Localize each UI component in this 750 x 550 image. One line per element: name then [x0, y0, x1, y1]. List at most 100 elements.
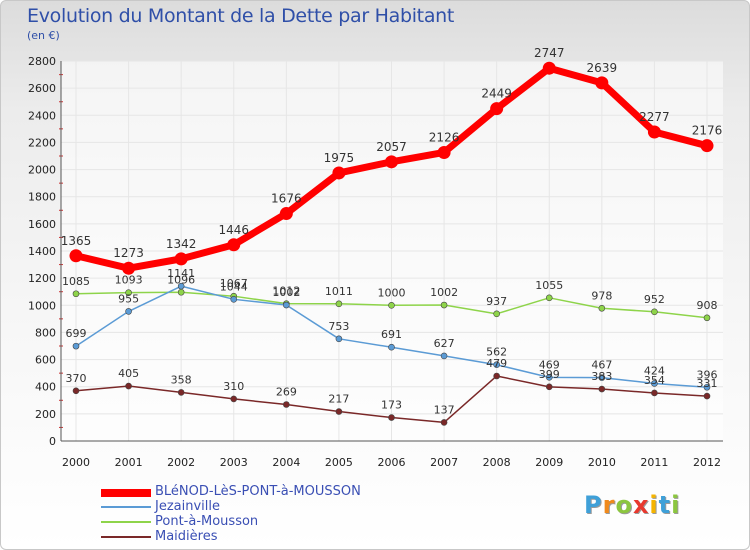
data-point-maidieres: [651, 389, 658, 397]
logo-letter: o: [615, 491, 633, 519]
data-label-pont-a-mousson: 1067: [220, 277, 248, 290]
data-label-maidieres: 269: [276, 385, 297, 398]
data-point-pont-a-mousson: [177, 288, 185, 296]
data-point-maidieres: [230, 395, 238, 403]
data-point-pont-a-mousson: [598, 304, 606, 312]
data-label-maidieres: 137: [434, 403, 455, 416]
data-point-blenod: [174, 252, 188, 266]
data-label-maidieres: 310: [223, 380, 244, 393]
data-point-maidieres: [440, 419, 448, 426]
data-point-pont-a-mousson: [125, 289, 132, 296]
logo-letter: t: [658, 491, 672, 519]
data-label-blenod: 2747: [534, 46, 565, 60]
y-tick-label: 800: [35, 326, 56, 339]
data-point-jezainville: [72, 342, 80, 350]
logo-letter: r: [602, 491, 616, 519]
x-tick-label: 2009: [535, 456, 563, 469]
data-point-maidieres: [493, 372, 500, 380]
data-point-blenod: [595, 76, 609, 90]
data-label-pont-a-mousson: 978: [591, 289, 612, 302]
data-label-jezainville: 1002: [272, 286, 300, 299]
y-tick-label: 1200: [28, 272, 56, 285]
data-point-blenod: [542, 61, 556, 75]
legend-label-pont-a-mousson: Pont-à-Mousson: [155, 514, 259, 529]
data-point-jezainville: [283, 301, 290, 309]
data-point-blenod: [700, 139, 714, 153]
data-point-pont-a-mousson: [335, 300, 343, 308]
x-tick-label: 2001: [115, 456, 143, 469]
data-point-maidieres: [125, 382, 132, 390]
chart-unit: (en €): [27, 29, 60, 42]
data-point-pont-a-mousson: [388, 301, 395, 309]
y-tick-label: 2400: [28, 109, 56, 122]
data-label-pont-a-mousson: 1000: [378, 286, 406, 299]
data-point-jezainville: [493, 361, 500, 369]
x-tick-label: 2008: [483, 456, 511, 469]
data-label-jezainville: 753: [328, 320, 349, 333]
data-point-jezainville: [545, 374, 553, 381]
data-label-pont-a-mousson: 1096: [167, 273, 195, 286]
x-tick-label: 2007: [430, 456, 458, 469]
x-tick-label: 2006: [378, 456, 406, 469]
data-label-maidieres: 383: [591, 370, 612, 383]
data-point-jezainville: [388, 343, 395, 351]
logo-letter: i: [649, 491, 659, 519]
data-label-blenod: 2126: [429, 130, 460, 144]
data-point-blenod: [437, 145, 451, 159]
data-label-jezainville: 699: [66, 327, 87, 340]
y-tick-label: 400: [35, 381, 56, 394]
logo-letter: i: [671, 491, 681, 519]
data-point-maidieres: [703, 392, 711, 400]
data-label-blenod: 2176: [692, 124, 723, 138]
data-point-maidieres: [72, 387, 80, 395]
data-point-maidieres: [283, 401, 290, 408]
data-label-maidieres: 370: [66, 372, 87, 385]
x-tick-label: 2005: [325, 456, 353, 469]
data-point-jezainville: [651, 380, 658, 387]
data-label-jezainville: 424: [644, 364, 665, 377]
data-label-jezainville: 396: [697, 368, 718, 381]
data-label-blenod: 2277: [639, 110, 670, 124]
y-tick-label: 2000: [28, 164, 56, 177]
x-tick-label: 2012: [693, 456, 721, 469]
data-label-pont-a-mousson: 1085: [62, 275, 90, 288]
data-point-maidieres: [177, 389, 185, 396]
data-point-jezainville: [335, 335, 343, 343]
data-label-jezainville: 1044: [220, 280, 248, 293]
y-tick-label: 2200: [28, 136, 56, 149]
data-label-maidieres: 331: [697, 377, 718, 390]
x-tick-label: 2004: [272, 456, 300, 469]
data-label-pont-a-mousson: 1002: [430, 286, 458, 299]
data-point-jezainville: [440, 352, 448, 360]
data-label-jezainville: 955: [118, 292, 139, 305]
y-tick-label: 200: [35, 408, 56, 421]
legend-label-blenod: BLéNOD-LèS-PONT-à-MOUSSON: [155, 484, 361, 499]
data-point-pont-a-mousson: [493, 310, 500, 318]
data-point-blenod: [332, 166, 346, 180]
y-tick-label: 2600: [28, 82, 56, 95]
data-point-jezainville: [230, 296, 238, 303]
data-point-maidieres: [388, 414, 395, 421]
data-point-blenod: [490, 102, 504, 116]
data-label-maidieres: 479: [486, 357, 507, 370]
data-label-blenod: 1975: [324, 151, 355, 165]
x-tick-label: 2010: [588, 456, 616, 469]
data-label-pont-a-mousson: 952: [644, 293, 665, 306]
x-tick-label: 2011: [640, 456, 668, 469]
y-tick-label: 1000: [28, 299, 56, 312]
legend-swatch-pont-a-mousson: [101, 521, 151, 523]
data-point-pont-a-mousson: [72, 290, 80, 298]
data-label-blenod: 2057: [376, 140, 407, 154]
data-label-jezainville: 469: [539, 358, 560, 371]
legend-swatch-blenod: [101, 489, 151, 497]
data-label-blenod: 1342: [166, 237, 197, 251]
data-point-pont-a-mousson: [440, 301, 448, 309]
logo-letter: x: [632, 491, 650, 519]
data-label-blenod: 1446: [218, 223, 249, 237]
data-point-blenod: [647, 125, 661, 139]
data-label-pont-a-mousson: 1093: [115, 274, 143, 287]
data-point-blenod: [385, 155, 398, 169]
data-label-blenod: 2639: [587, 61, 618, 75]
